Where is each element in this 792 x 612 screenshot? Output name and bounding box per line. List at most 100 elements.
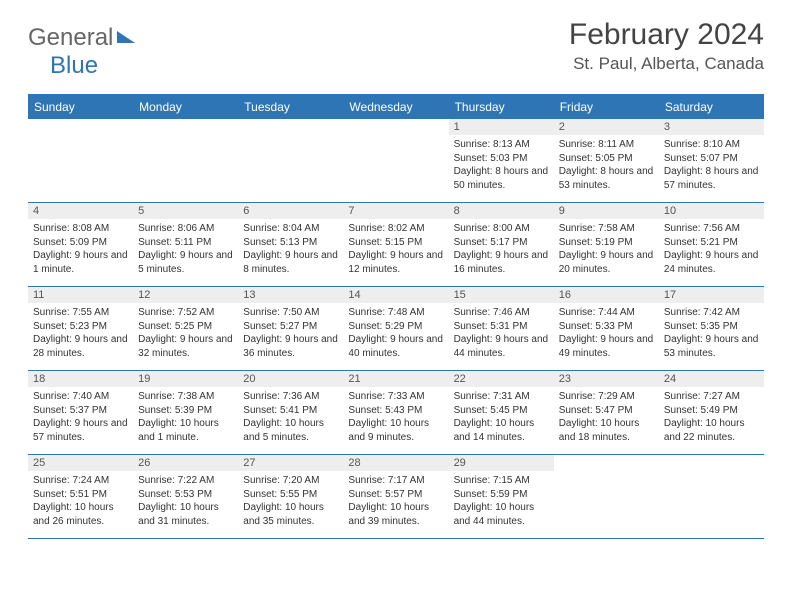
day-number: 28 (343, 455, 448, 471)
day-details: Sunrise: 7:44 AMSunset: 5:33 PMDaylight:… (554, 303, 659, 364)
empty-cell (28, 119, 133, 203)
day-details: Sunrise: 7:56 AMSunset: 5:21 PMDaylight:… (659, 219, 764, 280)
empty-cell (659, 455, 764, 539)
day-details: Sunrise: 7:15 AMSunset: 5:59 PMDaylight:… (449, 471, 554, 532)
day-details: Sunrise: 8:06 AMSunset: 5:11 PMDaylight:… (133, 219, 238, 280)
day-cell-3: 3Sunrise: 8:10 AMSunset: 5:07 PMDaylight… (659, 119, 764, 203)
dow-wednesday: Wednesday (343, 95, 448, 119)
day-number: 24 (659, 371, 764, 387)
day-details: Sunrise: 8:04 AMSunset: 5:13 PMDaylight:… (238, 219, 343, 280)
day-details: Sunrise: 7:27 AMSunset: 5:49 PMDaylight:… (659, 387, 764, 448)
day-cell-28: 28Sunrise: 7:17 AMSunset: 5:57 PMDayligh… (343, 455, 448, 539)
dow-thursday: Thursday (449, 95, 554, 119)
day-number: 18 (28, 371, 133, 387)
day-number: 5 (133, 203, 238, 219)
day-number: 7 (343, 203, 448, 219)
week-row: 4Sunrise: 8:08 AMSunset: 5:09 PMDaylight… (28, 203, 764, 287)
day-cell-15: 15Sunrise: 7:46 AMSunset: 5:31 PMDayligh… (449, 287, 554, 371)
day-number: 12 (133, 287, 238, 303)
day-number: 6 (238, 203, 343, 219)
day-number: 13 (238, 287, 343, 303)
month-title: February 2024 (569, 18, 764, 52)
location-text: St. Paul, Alberta, Canada (569, 54, 764, 74)
day-cell-4: 4Sunrise: 8:08 AMSunset: 5:09 PMDaylight… (28, 203, 133, 287)
day-cell-10: 10Sunrise: 7:56 AMSunset: 5:21 PMDayligh… (659, 203, 764, 287)
day-number: 27 (238, 455, 343, 471)
day-number: 11 (28, 287, 133, 303)
day-details: Sunrise: 7:31 AMSunset: 5:45 PMDaylight:… (449, 387, 554, 448)
day-number: 8 (449, 203, 554, 219)
day-details: Sunrise: 7:48 AMSunset: 5:29 PMDaylight:… (343, 303, 448, 364)
day-cell-17: 17Sunrise: 7:42 AMSunset: 5:35 PMDayligh… (659, 287, 764, 371)
day-cell-25: 25Sunrise: 7:24 AMSunset: 5:51 PMDayligh… (28, 455, 133, 539)
day-cell-29: 29Sunrise: 7:15 AMSunset: 5:59 PMDayligh… (449, 455, 554, 539)
day-number: 29 (449, 455, 554, 471)
day-cell-19: 19Sunrise: 7:38 AMSunset: 5:39 PMDayligh… (133, 371, 238, 455)
day-number: 26 (133, 455, 238, 471)
day-cell-8: 8Sunrise: 8:00 AMSunset: 5:17 PMDaylight… (449, 203, 554, 287)
week-row: 18Sunrise: 7:40 AMSunset: 5:37 PMDayligh… (28, 371, 764, 455)
day-cell-20: 20Sunrise: 7:36 AMSunset: 5:41 PMDayligh… (238, 371, 343, 455)
day-number: 14 (343, 287, 448, 303)
day-details: Sunrise: 8:11 AMSunset: 5:05 PMDaylight:… (554, 135, 659, 196)
day-details: Sunrise: 7:38 AMSunset: 5:39 PMDaylight:… (133, 387, 238, 448)
day-number: 16 (554, 287, 659, 303)
calendar-body: 1Sunrise: 8:13 AMSunset: 5:03 PMDaylight… (28, 119, 764, 539)
dow-saturday: Saturday (659, 95, 764, 119)
day-number: 15 (449, 287, 554, 303)
dow-sunday: Sunday (28, 95, 133, 119)
week-row: 1Sunrise: 8:13 AMSunset: 5:03 PMDaylight… (28, 119, 764, 203)
empty-cell (133, 119, 238, 203)
empty-cell (343, 119, 448, 203)
day-details: Sunrise: 8:10 AMSunset: 5:07 PMDaylight:… (659, 135, 764, 196)
day-cell-23: 23Sunrise: 7:29 AMSunset: 5:47 PMDayligh… (554, 371, 659, 455)
day-number: 3 (659, 119, 764, 135)
day-cell-21: 21Sunrise: 7:33 AMSunset: 5:43 PMDayligh… (343, 371, 448, 455)
day-cell-12: 12Sunrise: 7:52 AMSunset: 5:25 PMDayligh… (133, 287, 238, 371)
week-row: 11Sunrise: 7:55 AMSunset: 5:23 PMDayligh… (28, 287, 764, 371)
day-cell-1: 1Sunrise: 8:13 AMSunset: 5:03 PMDaylight… (449, 119, 554, 203)
day-details: Sunrise: 7:58 AMSunset: 5:19 PMDaylight:… (554, 219, 659, 280)
day-cell-24: 24Sunrise: 7:27 AMSunset: 5:49 PMDayligh… (659, 371, 764, 455)
day-number: 4 (28, 203, 133, 219)
day-details: Sunrise: 8:08 AMSunset: 5:09 PMDaylight:… (28, 219, 133, 280)
day-details: Sunrise: 7:29 AMSunset: 5:47 PMDaylight:… (554, 387, 659, 448)
day-details: Sunrise: 7:22 AMSunset: 5:53 PMDaylight:… (133, 471, 238, 532)
day-details: Sunrise: 7:55 AMSunset: 5:23 PMDaylight:… (28, 303, 133, 364)
day-number: 22 (449, 371, 554, 387)
day-cell-2: 2Sunrise: 8:11 AMSunset: 5:05 PMDaylight… (554, 119, 659, 203)
day-cell-13: 13Sunrise: 7:50 AMSunset: 5:27 PMDayligh… (238, 287, 343, 371)
day-number: 23 (554, 371, 659, 387)
day-details: Sunrise: 8:00 AMSunset: 5:17 PMDaylight:… (449, 219, 554, 280)
day-cell-7: 7Sunrise: 8:02 AMSunset: 5:15 PMDaylight… (343, 203, 448, 287)
day-number: 2 (554, 119, 659, 135)
day-cell-6: 6Sunrise: 8:04 AMSunset: 5:13 PMDaylight… (238, 203, 343, 287)
day-details: Sunrise: 8:02 AMSunset: 5:15 PMDaylight:… (343, 219, 448, 280)
day-cell-26: 26Sunrise: 7:22 AMSunset: 5:53 PMDayligh… (133, 455, 238, 539)
dow-friday: Friday (554, 95, 659, 119)
day-cell-18: 18Sunrise: 7:40 AMSunset: 5:37 PMDayligh… (28, 371, 133, 455)
day-number: 1 (449, 119, 554, 135)
day-details: Sunrise: 7:40 AMSunset: 5:37 PMDaylight:… (28, 387, 133, 448)
title-block: February 2024 St. Paul, Alberta, Canada (569, 18, 764, 74)
brand-triangle-icon (117, 31, 135, 43)
day-details: Sunrise: 7:20 AMSunset: 5:55 PMDaylight:… (238, 471, 343, 532)
day-cell-14: 14Sunrise: 7:48 AMSunset: 5:29 PMDayligh… (343, 287, 448, 371)
calendar-table: SundayMondayTuesdayWednesdayThursdayFrid… (28, 94, 764, 539)
day-number: 17 (659, 287, 764, 303)
brand-text-1: General (28, 24, 113, 52)
day-cell-16: 16Sunrise: 7:44 AMSunset: 5:33 PMDayligh… (554, 287, 659, 371)
week-row: 25Sunrise: 7:24 AMSunset: 5:51 PMDayligh… (28, 455, 764, 539)
brand-logo: General (28, 18, 135, 52)
brand-text-2: Blue (28, 52, 98, 79)
day-cell-9: 9Sunrise: 7:58 AMSunset: 5:19 PMDaylight… (554, 203, 659, 287)
day-number: 19 (133, 371, 238, 387)
day-details: Sunrise: 7:17 AMSunset: 5:57 PMDaylight:… (343, 471, 448, 532)
day-number: 21 (343, 371, 448, 387)
dow-monday: Monday (133, 95, 238, 119)
day-cell-11: 11Sunrise: 7:55 AMSunset: 5:23 PMDayligh… (28, 287, 133, 371)
day-details: Sunrise: 7:52 AMSunset: 5:25 PMDaylight:… (133, 303, 238, 364)
day-details: Sunrise: 7:33 AMSunset: 5:43 PMDaylight:… (343, 387, 448, 448)
day-details: Sunrise: 8:13 AMSunset: 5:03 PMDaylight:… (449, 135, 554, 196)
day-cell-22: 22Sunrise: 7:31 AMSunset: 5:45 PMDayligh… (449, 371, 554, 455)
